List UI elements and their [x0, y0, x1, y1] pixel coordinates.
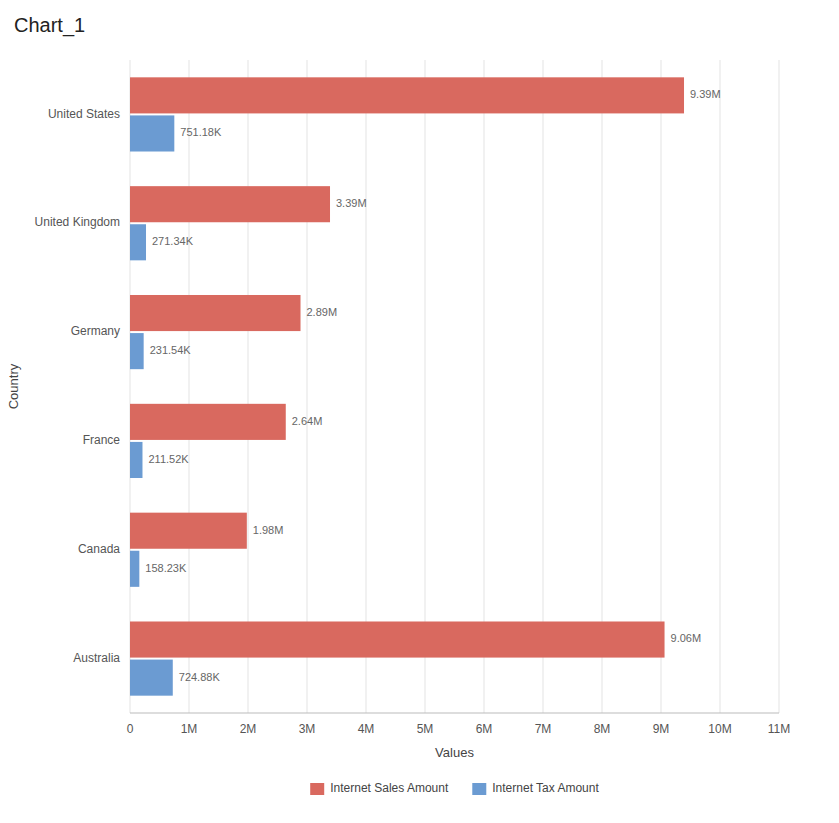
- grid-line: [543, 60, 544, 713]
- data-label: 751.18K: [180, 126, 222, 138]
- data-label: 211.52K: [148, 453, 189, 465]
- tick-label: 1M: [181, 722, 198, 736]
- background: [0, 0, 839, 823]
- legend-swatch: [310, 783, 324, 795]
- bar: [130, 513, 247, 549]
- grid-line: [602, 60, 603, 713]
- bar: [130, 660, 173, 696]
- tick-label: 7M: [535, 722, 552, 736]
- tick-label: 10M: [708, 722, 731, 736]
- category-label: United States: [48, 107, 120, 121]
- data-label: 9.06M: [671, 632, 702, 644]
- grid-line: [130, 60, 131, 713]
- legend-swatch: [472, 783, 486, 795]
- grid-line: [248, 60, 249, 713]
- tick-label: 5M: [417, 722, 434, 736]
- tick-label: 0: [127, 722, 134, 736]
- data-label: 9.39M: [690, 88, 721, 100]
- grid-line: [307, 60, 308, 713]
- legend: Internet Sales Amount Internet Tax Amount: [310, 781, 599, 795]
- category-label: United Kingdom: [35, 215, 120, 229]
- chart: Chart_1 0 1M 2M 3M 4M 5M 6M 7M 8M 9M 10M 11M Values Co…: [0, 0, 839, 823]
- data-label: 724.88K: [179, 671, 221, 683]
- bar: [130, 295, 301, 331]
- bar: [130, 442, 142, 478]
- tick-label: 9M: [653, 722, 670, 736]
- bar: [130, 224, 146, 260]
- grid-line: [720, 60, 721, 713]
- grid-line: [425, 60, 426, 713]
- category-label: Canada: [78, 542, 120, 556]
- bar: [130, 621, 665, 657]
- tick-label: 3M: [299, 722, 316, 736]
- bar: [130, 333, 144, 369]
- grid-line: [189, 60, 190, 713]
- title: Chart_1: [14, 14, 85, 37]
- bar: [130, 551, 139, 587]
- grid-line: [484, 60, 485, 713]
- grid-line: [779, 60, 780, 713]
- tick-label: 6M: [476, 722, 493, 736]
- x-axis-label: Values: [435, 745, 474, 760]
- data-label: 1.98M: [253, 524, 284, 536]
- data-label: 158.23K: [145, 562, 187, 574]
- data-label: 2.64M: [292, 415, 323, 427]
- tick-label: 8M: [594, 722, 611, 736]
- bar: [130, 115, 174, 151]
- category-label: France: [83, 433, 121, 447]
- axis-line: [130, 713, 779, 714]
- data-label: 3.39M: [336, 197, 367, 209]
- legend-label: Internet Sales Amount: [330, 781, 449, 795]
- legend-item: Internet Tax Amount: [472, 781, 599, 795]
- grid-line: [661, 60, 662, 713]
- category-label: Australia: [73, 651, 120, 665]
- bar: [130, 186, 330, 222]
- grid-line: [366, 60, 367, 713]
- tick-label: 2M: [240, 722, 257, 736]
- bars: [130, 77, 684, 695]
- data-label: 231.54K: [150, 344, 192, 356]
- y-axis: United States United Kingdom Germany France…: [35, 107, 121, 665]
- x-axis: 0 1M 2M 3M 4M 5M 6M 7M 8M 9M 10M 11M: [127, 60, 791, 736]
- data-label: 271.34K: [152, 235, 194, 247]
- tick-label: 4M: [358, 722, 375, 736]
- data-labels: 9.39M 751.18K 3.39M 271.34K 2.89M 231.54K 2.64…: [145, 88, 720, 682]
- tick-label: 11M: [768, 722, 790, 736]
- category-label: Germany: [71, 324, 120, 338]
- legend-label: Internet Tax Amount: [492, 781, 599, 795]
- y-axis-label: Country: [6, 363, 21, 409]
- legend-item: Internet Sales Amount: [310, 781, 449, 795]
- data-label: 2.89M: [307, 306, 338, 318]
- bar: [130, 404, 286, 440]
- bar: [130, 77, 684, 113]
